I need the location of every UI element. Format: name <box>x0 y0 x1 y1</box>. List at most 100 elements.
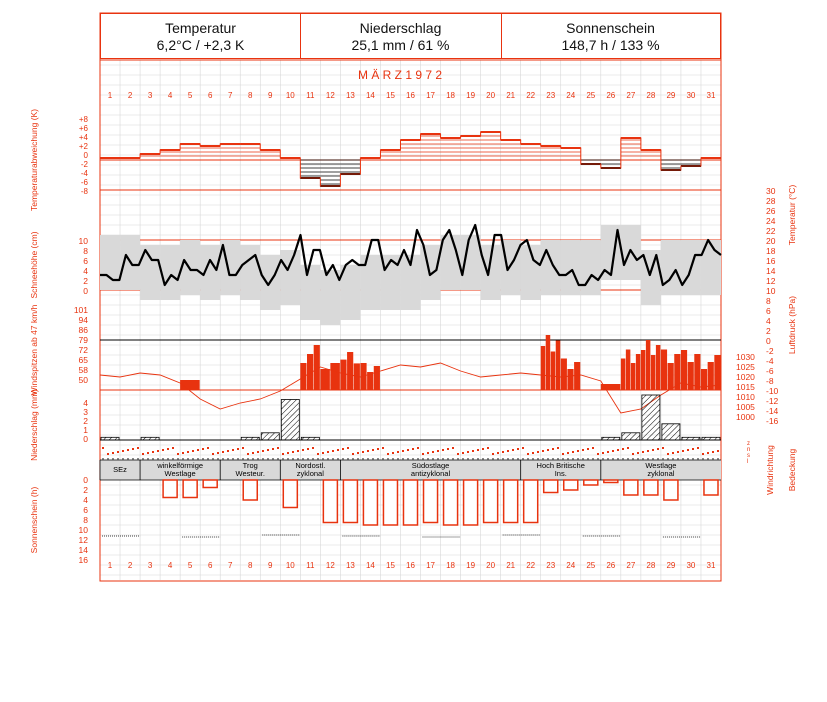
cloud-cover-dot <box>517 458 519 460</box>
day-label-top: 1 <box>108 91 113 100</box>
wind-direction-dot <box>602 452 604 454</box>
sunshine-tick-label: 4 <box>83 495 88 505</box>
day-label-top: 23 <box>546 91 555 100</box>
weather-type-band <box>100 460 721 480</box>
day-label-bottom: 26 <box>606 561 615 570</box>
cloud-cover-dot <box>357 458 359 460</box>
cloud-cover-dot <box>472 458 474 460</box>
wind-direction-dot <box>542 450 544 452</box>
wind-gust-bar <box>373 366 380 390</box>
temperature-tick-label: -16 <box>766 416 779 426</box>
cloud-cover-dot <box>682 458 684 460</box>
sunshine-bar <box>703 479 719 496</box>
sunshine-bar <box>202 479 218 489</box>
wind-direction-dot <box>382 447 384 449</box>
wind-direction-dot <box>232 449 234 451</box>
pressure-tick-label: 1030 <box>736 352 755 362</box>
wind-tick-label: 65 <box>79 355 89 365</box>
wind-direction-dot <box>422 453 424 455</box>
cloud-cover-dot <box>352 458 354 460</box>
cloud-cover-dot <box>707 458 709 460</box>
day-label-top: 31 <box>707 91 716 100</box>
cloud-cover-dot <box>487 458 489 460</box>
sunshine-summary: Sonnenschein 148,7 h / 133 % <box>501 13 721 59</box>
cloud-cover-dot <box>627 458 629 460</box>
cloud-cover-dot <box>647 458 649 460</box>
temperature-tick-label: 12 <box>766 276 776 286</box>
cloud-cover-dot <box>612 458 614 460</box>
wind-direction-dot <box>697 447 699 449</box>
wind-direction-dot <box>132 448 134 450</box>
wind-direction-dot <box>427 452 429 454</box>
wind-direction-dot <box>612 450 614 452</box>
cloud-cover-dot <box>252 458 254 460</box>
wind-direction-dot <box>282 453 284 455</box>
cloud-cover-dot <box>557 458 559 460</box>
sunshine-bar <box>382 479 399 526</box>
cloud-cover-dot <box>277 458 279 460</box>
wind-direction-dot <box>647 450 649 452</box>
wind-direction-label: Windrichtung <box>765 445 775 495</box>
sunshine-tick-label: 12 <box>79 535 89 545</box>
sunshine-bar <box>583 479 599 486</box>
sunshine-bar <box>182 479 198 499</box>
cloud-cover-dot <box>282 458 284 460</box>
cloud-cover-dot <box>292 458 294 460</box>
wind-gust-bar <box>655 345 661 390</box>
cloud-cover-dot <box>602 458 604 460</box>
temperature-tick-label: -12 <box>766 396 779 406</box>
wind-direction-dot <box>137 447 139 449</box>
cloud-cover-dot <box>452 458 454 460</box>
wind-direction-dot <box>107 453 109 455</box>
day-label-top: 7 <box>228 91 233 100</box>
wind-direction-dot <box>457 453 459 455</box>
weather-type-label: Hoch Britische <box>537 461 585 470</box>
cloud-cover-dot <box>397 458 399 460</box>
sunshine-bar <box>623 479 639 496</box>
wind-direction-dot <box>357 452 359 454</box>
day-label-bottom: 15 <box>386 561 395 570</box>
day-label-bottom: 29 <box>666 561 675 570</box>
temperature-tick-label: 2 <box>766 326 771 336</box>
weather-type-label: Südostlage <box>412 461 450 470</box>
wind-direction-dot <box>317 453 319 455</box>
cloud-cover-dot <box>167 458 169 460</box>
cloud-cover-dot <box>307 458 309 460</box>
wind-gust-bar <box>320 369 330 390</box>
precip-tick-label: 4 <box>83 398 88 408</box>
day-label-top: 30 <box>686 91 695 100</box>
wind-direction-dot <box>592 447 594 449</box>
cloud-cover-dot <box>377 458 379 460</box>
day-label-top: 15 <box>386 91 395 100</box>
wind-direction-dot <box>342 448 344 450</box>
wind-direction-dot <box>367 450 369 452</box>
sunshine-bar <box>643 479 659 496</box>
cloud-cover-dot <box>267 458 269 460</box>
wind-direction-dot <box>617 449 619 451</box>
day-label-bottom: 28 <box>646 561 655 570</box>
cloud-cover-dot <box>187 458 189 460</box>
day-label-bottom: 23 <box>546 561 555 570</box>
cloud-cover-dot <box>467 458 469 460</box>
wind-direction-dot <box>707 452 709 454</box>
day-label-top: 26 <box>606 91 615 100</box>
precip-bar <box>280 399 300 441</box>
wind-gust-bar <box>567 369 574 390</box>
cloud-cover-dot <box>417 458 419 460</box>
cloud-cover-dot <box>692 458 694 460</box>
cloud-cover-dot <box>542 458 544 460</box>
wind-direction-dot <box>527 453 529 455</box>
wind-gust-bar <box>630 363 636 390</box>
day-label-bottom: 7 <box>228 561 233 570</box>
wind-direction-dot <box>577 450 579 452</box>
wind-direction-dot <box>487 447 489 449</box>
wind-direction-dot <box>327 451 329 453</box>
wind-gust-bar <box>347 352 354 390</box>
cloud-cover-dot <box>597 458 599 460</box>
day-label-bottom: 19 <box>466 561 475 570</box>
anomaly-tick-label: -4 <box>81 169 89 178</box>
wind-gust-bar <box>550 351 556 390</box>
wind-direction-dot <box>262 450 264 452</box>
cloud-cover-dot <box>257 458 259 460</box>
